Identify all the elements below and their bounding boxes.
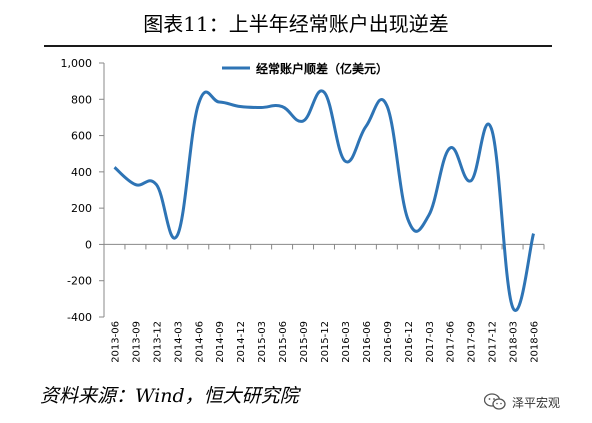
y-tick-label: -200 (67, 275, 92, 288)
data-point (428, 214, 430, 216)
watermark: 泽平宏观 (484, 393, 560, 411)
data-point (134, 183, 136, 185)
y-axis: -400 -200 0 200 400 600 800 1,000 (61, 57, 105, 324)
x-tick-label: 2016-12 (404, 321, 415, 363)
data-point (260, 106, 262, 108)
x-tick-label: 2016-03 (341, 321, 352, 363)
y-tick-label: 0 (85, 238, 92, 251)
x-tick-label: 2013-06 (110, 321, 121, 363)
data-point (113, 166, 115, 168)
data-point (449, 147, 451, 149)
x-tick-label: 2017-09 (467, 321, 478, 363)
data-point (532, 232, 534, 234)
x-tick-label: 2014-06 (194, 321, 205, 363)
x-axis: 2013-06 2013-09 2013-12 2014-03 2014-06 2014-… (103, 243, 545, 363)
x-tick-label: 2016-09 (383, 321, 394, 363)
data-point (490, 128, 492, 130)
x-tick-label: 2014-03 (173, 321, 184, 363)
legend-label: 经常账户顺差（亿美元） (256, 61, 388, 76)
x-tick-label: 2017-12 (488, 321, 499, 363)
wechat-icon (484, 393, 506, 410)
x-tick-label: 2017-06 (446, 321, 457, 363)
data-point (218, 101, 220, 103)
watermark-text: 泽平宏观 (512, 395, 561, 410)
series-group (113, 89, 535, 312)
data-point (323, 91, 325, 93)
y-tick-label: 200 (71, 202, 92, 215)
chart-title: 图表11：上半年经常账户出现逆差 (143, 12, 449, 36)
x-tick-label: 2015-12 (320, 321, 331, 363)
data-point (344, 160, 346, 162)
x-tick-label: 2013-09 (131, 321, 142, 363)
x-tick-label: 2014-12 (236, 321, 247, 363)
y-tick-label: -400 (67, 311, 92, 324)
x-tick-label: 2018-06 (530, 321, 541, 363)
y-tick-label: 800 (71, 93, 92, 106)
x-tick-label: 2015-06 (278, 321, 289, 363)
data-point (469, 180, 471, 182)
x-tick-label: 2017-03 (425, 321, 436, 363)
data-point (386, 104, 388, 106)
data-point (197, 104, 199, 106)
data-point (239, 105, 241, 107)
x-tick-label: 2013-12 (152, 321, 163, 363)
x-tick-label: 2016-06 (362, 321, 373, 363)
data-point (302, 120, 304, 122)
x-tick-label: 2015-09 (299, 321, 310, 363)
source-note: 资料来源：Wind，恒大研究院 (40, 385, 299, 407)
legend: 经常账户顺差（亿美元） (222, 61, 388, 76)
y-tick-label: 400 (71, 166, 92, 179)
data-point (155, 183, 157, 185)
series-line (113, 89, 535, 312)
x-tick-label: 2015-03 (257, 321, 268, 363)
x-tick-label: 2014-09 (215, 321, 226, 363)
data-point (176, 234, 178, 236)
data-point (407, 218, 409, 220)
x-tick-label: 2018-03 (509, 321, 520, 363)
y-tick-label: 1,000 (61, 57, 93, 70)
data-point (281, 105, 283, 107)
title-divider (44, 45, 552, 47)
data-point (365, 125, 367, 127)
y-tick-label: 600 (71, 130, 92, 143)
data-point (511, 306, 513, 308)
